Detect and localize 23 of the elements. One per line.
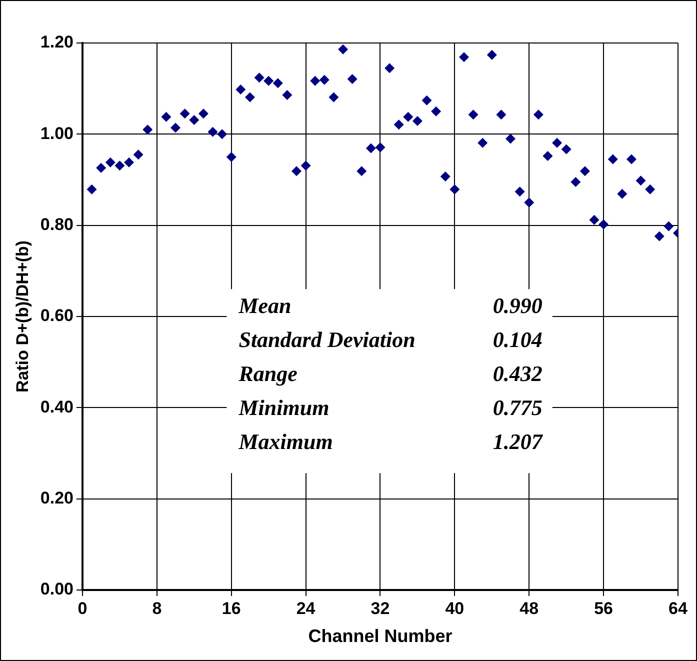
- x-tick-label: 48: [520, 598, 539, 618]
- y-tick-label: 1.00: [40, 124, 74, 143]
- x-tick-label: 40: [445, 598, 464, 618]
- text: Range 0.432: [238, 360, 542, 386]
- x-tick-label: 64: [668, 598, 688, 618]
- x-tick-label: 0: [78, 598, 88, 618]
- x-tick-label: 16: [222, 598, 241, 618]
- y-tick-label: 0.00: [40, 580, 74, 599]
- text: Mean 0.990: [238, 292, 542, 318]
- x-axis-title: Channel Number: [308, 626, 452, 646]
- y-tick-label: 0.80: [40, 215, 74, 234]
- y-tick-label: 0.40: [40, 397, 74, 416]
- text: Standard Deviation 0.104: [238, 326, 542, 352]
- x-tick-label: 32: [370, 598, 390, 618]
- y-tick-label: 0.20: [40, 488, 74, 508]
- x-tick-label: 56: [594, 598, 614, 618]
- text: Maximum 1.207: [238, 428, 542, 454]
- x-tick-label: 8: [152, 598, 162, 618]
- y-tick-label: 0.60: [40, 306, 74, 326]
- y-axis-title: Ratio D+(b)/DH+(b): [12, 240, 32, 393]
- x-tick-label: 24: [296, 598, 316, 618]
- y-tick-label: 1.20: [40, 32, 74, 52]
- text: Minimum 0.775: [238, 394, 542, 420]
